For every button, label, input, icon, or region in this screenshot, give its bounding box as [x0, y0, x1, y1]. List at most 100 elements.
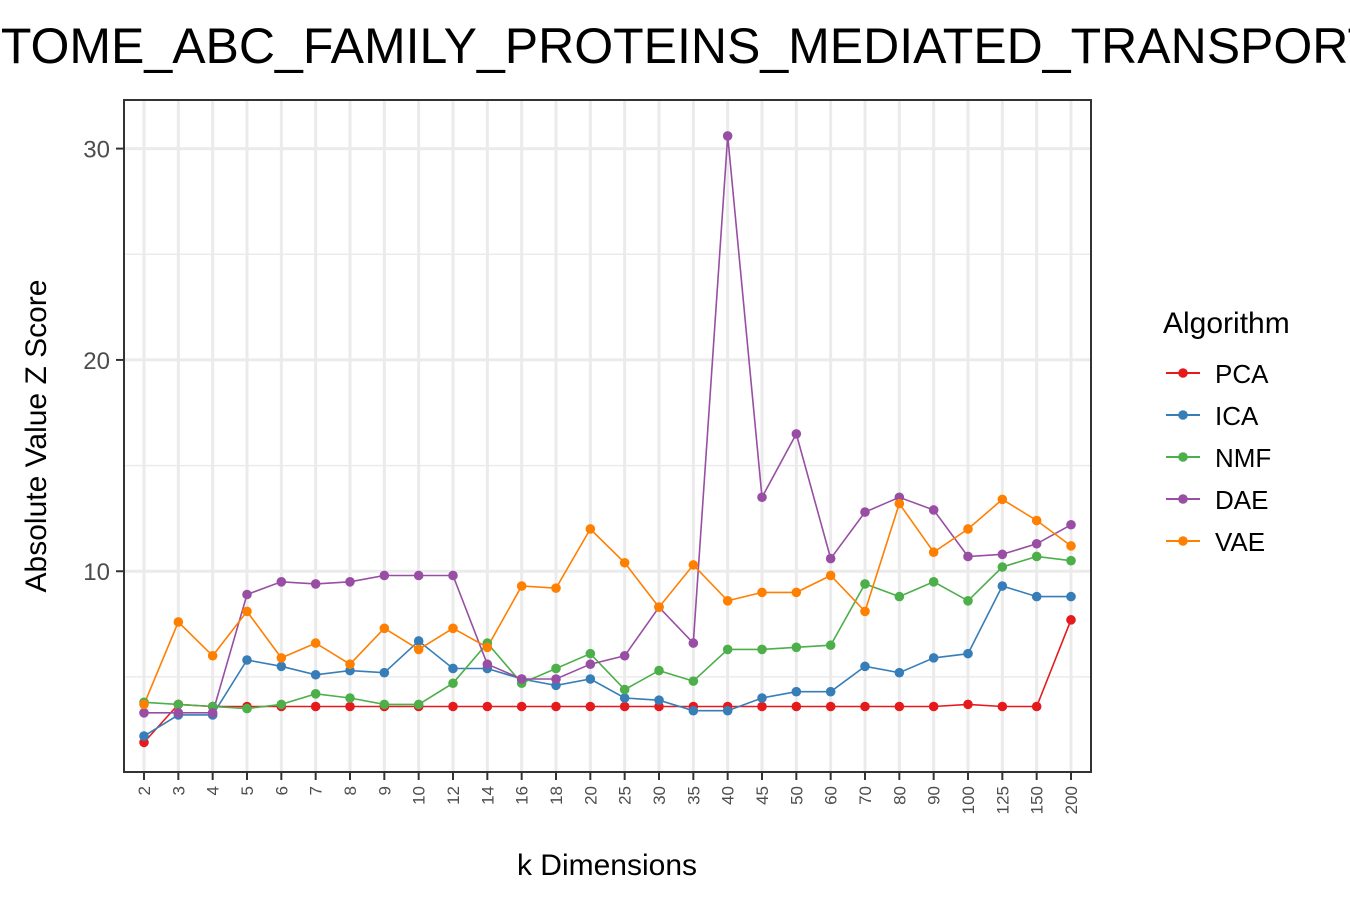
data-point-vae — [1066, 541, 1076, 551]
data-point-pca — [448, 701, 458, 712]
x-tick-label: 100 — [959, 786, 978, 814]
major-gridlines — [124, 100, 1091, 772]
data-point-dae — [585, 659, 596, 670]
data-point-nmf — [963, 596, 973, 606]
y-axis-title: Absolute Value Z Score — [20, 280, 53, 593]
data-point-pca — [619, 701, 630, 712]
data-point-ica — [894, 667, 905, 678]
chart-title: REACTOME_ABC_FAMILY_PROTEINS_MEDIATED_TR… — [0, 18, 1350, 74]
x-tick-label: 5 — [238, 786, 257, 795]
series-line-ica — [143, 585, 1071, 737]
x-tick-label: 6 — [272, 786, 291, 795]
data-point-nmf — [619, 684, 630, 695]
legend-item-vae: VAE — [1166, 527, 1265, 557]
data-point-pca — [860, 701, 870, 712]
x-tick-label: 3 — [169, 786, 188, 795]
legend-item-dae: DAE — [1166, 485, 1268, 515]
data-point-dae — [1066, 519, 1076, 530]
data-point-dae — [928, 505, 939, 515]
data-point-dae — [310, 579, 321, 589]
data-point-vae — [654, 602, 664, 612]
data-point-pca — [963, 699, 973, 710]
data-point-nmf — [585, 648, 596, 659]
data-point-dae — [242, 589, 252, 600]
data-point-ica — [242, 655, 252, 665]
legend-label: DAE — [1215, 485, 1268, 515]
series-line-nmf — [143, 555, 1072, 710]
data-point-dae — [379, 570, 390, 581]
data-point-ica — [928, 653, 939, 663]
x-tick-label: 9 — [375, 786, 394, 795]
legend: Algorithm PCA ICA NMF DAE VAE — [1163, 307, 1290, 557]
data-point-ica — [722, 705, 733, 716]
y-tick-label: 20 — [83, 348, 110, 375]
data-point-pca — [1066, 615, 1076, 625]
data-point-vae — [791, 587, 802, 598]
data-point-pca — [928, 701, 939, 712]
x-tick-label: 150 — [1028, 786, 1047, 814]
data-point-dae — [345, 577, 355, 587]
data-point-ica — [997, 581, 1008, 591]
data-point-dae — [276, 577, 287, 587]
data-point-nmf — [688, 676, 699, 686]
data-point-pca — [791, 701, 802, 712]
data-point-vae — [139, 699, 149, 710]
x-tick-label: 2 — [135, 786, 154, 795]
legend-key-point — [1178, 368, 1188, 378]
data-point-vae — [310, 638, 321, 648]
data-point-nmf — [860, 579, 870, 589]
data-point-ica — [413, 636, 424, 646]
x-tick-label: 8 — [341, 786, 360, 795]
x-axis-title: k Dimensions — [517, 849, 697, 882]
data-point-ica — [963, 648, 973, 659]
x-tick-label: 25 — [616, 786, 635, 805]
data-point-ica — [448, 663, 458, 674]
data-point-nmf — [310, 689, 321, 699]
data-point-dae — [963, 551, 973, 562]
data-point-pca — [894, 701, 905, 712]
data-point-nmf — [448, 678, 458, 689]
data-point-vae — [757, 587, 767, 598]
data-point-nmf — [242, 703, 252, 714]
data-point-nmf — [722, 644, 733, 655]
data-point-ica — [379, 667, 390, 678]
data-point-dae — [791, 429, 802, 439]
data-point-ica — [688, 705, 699, 716]
data-point-vae — [448, 623, 458, 634]
data-point-dae — [516, 674, 527, 684]
x-tick-label: 50 — [787, 786, 806, 805]
legend-item-nmf: NMF — [1166, 443, 1271, 473]
legend-label: ICA — [1215, 401, 1259, 431]
data-point-pca — [1031, 701, 1042, 712]
x-tick-label: 14 — [478, 786, 497, 805]
data-point-dae — [139, 708, 149, 718]
x-axis: 2 3 4 5 6 7 8 9 10 12 14 16 18 20 25 30 35 40 45 50 60 70 80 90… — [135, 772, 1081, 814]
data-point-dae — [860, 507, 870, 517]
x-tick-label: 40 — [719, 786, 738, 805]
series-lines — [143, 135, 1072, 743]
data-point-dae — [688, 638, 699, 648]
data-point-ica — [1031, 591, 1042, 602]
data-point-nmf — [379, 699, 390, 710]
data-point-vae — [242, 606, 252, 617]
legend-key-point — [1178, 410, 1188, 420]
data-point-pca — [551, 701, 561, 712]
data-point-vae — [379, 623, 390, 634]
legend-label: NMF — [1215, 443, 1271, 473]
data-point-dae — [173, 708, 184, 718]
data-point-ica — [757, 693, 767, 703]
x-tick-label: 70 — [856, 786, 875, 805]
legend-key-point — [1178, 452, 1188, 462]
data-point-vae — [551, 583, 561, 593]
y-tick-label: 30 — [83, 137, 110, 164]
data-point-vae — [825, 570, 836, 581]
data-point-dae — [722, 131, 733, 141]
x-tick-label: 60 — [822, 786, 841, 805]
x-tick-label: 20 — [581, 786, 600, 805]
series-line-vae — [143, 498, 1072, 705]
data-point-ica — [825, 686, 836, 697]
data-point-nmf — [1066, 555, 1076, 566]
data-point-nmf — [997, 562, 1008, 572]
